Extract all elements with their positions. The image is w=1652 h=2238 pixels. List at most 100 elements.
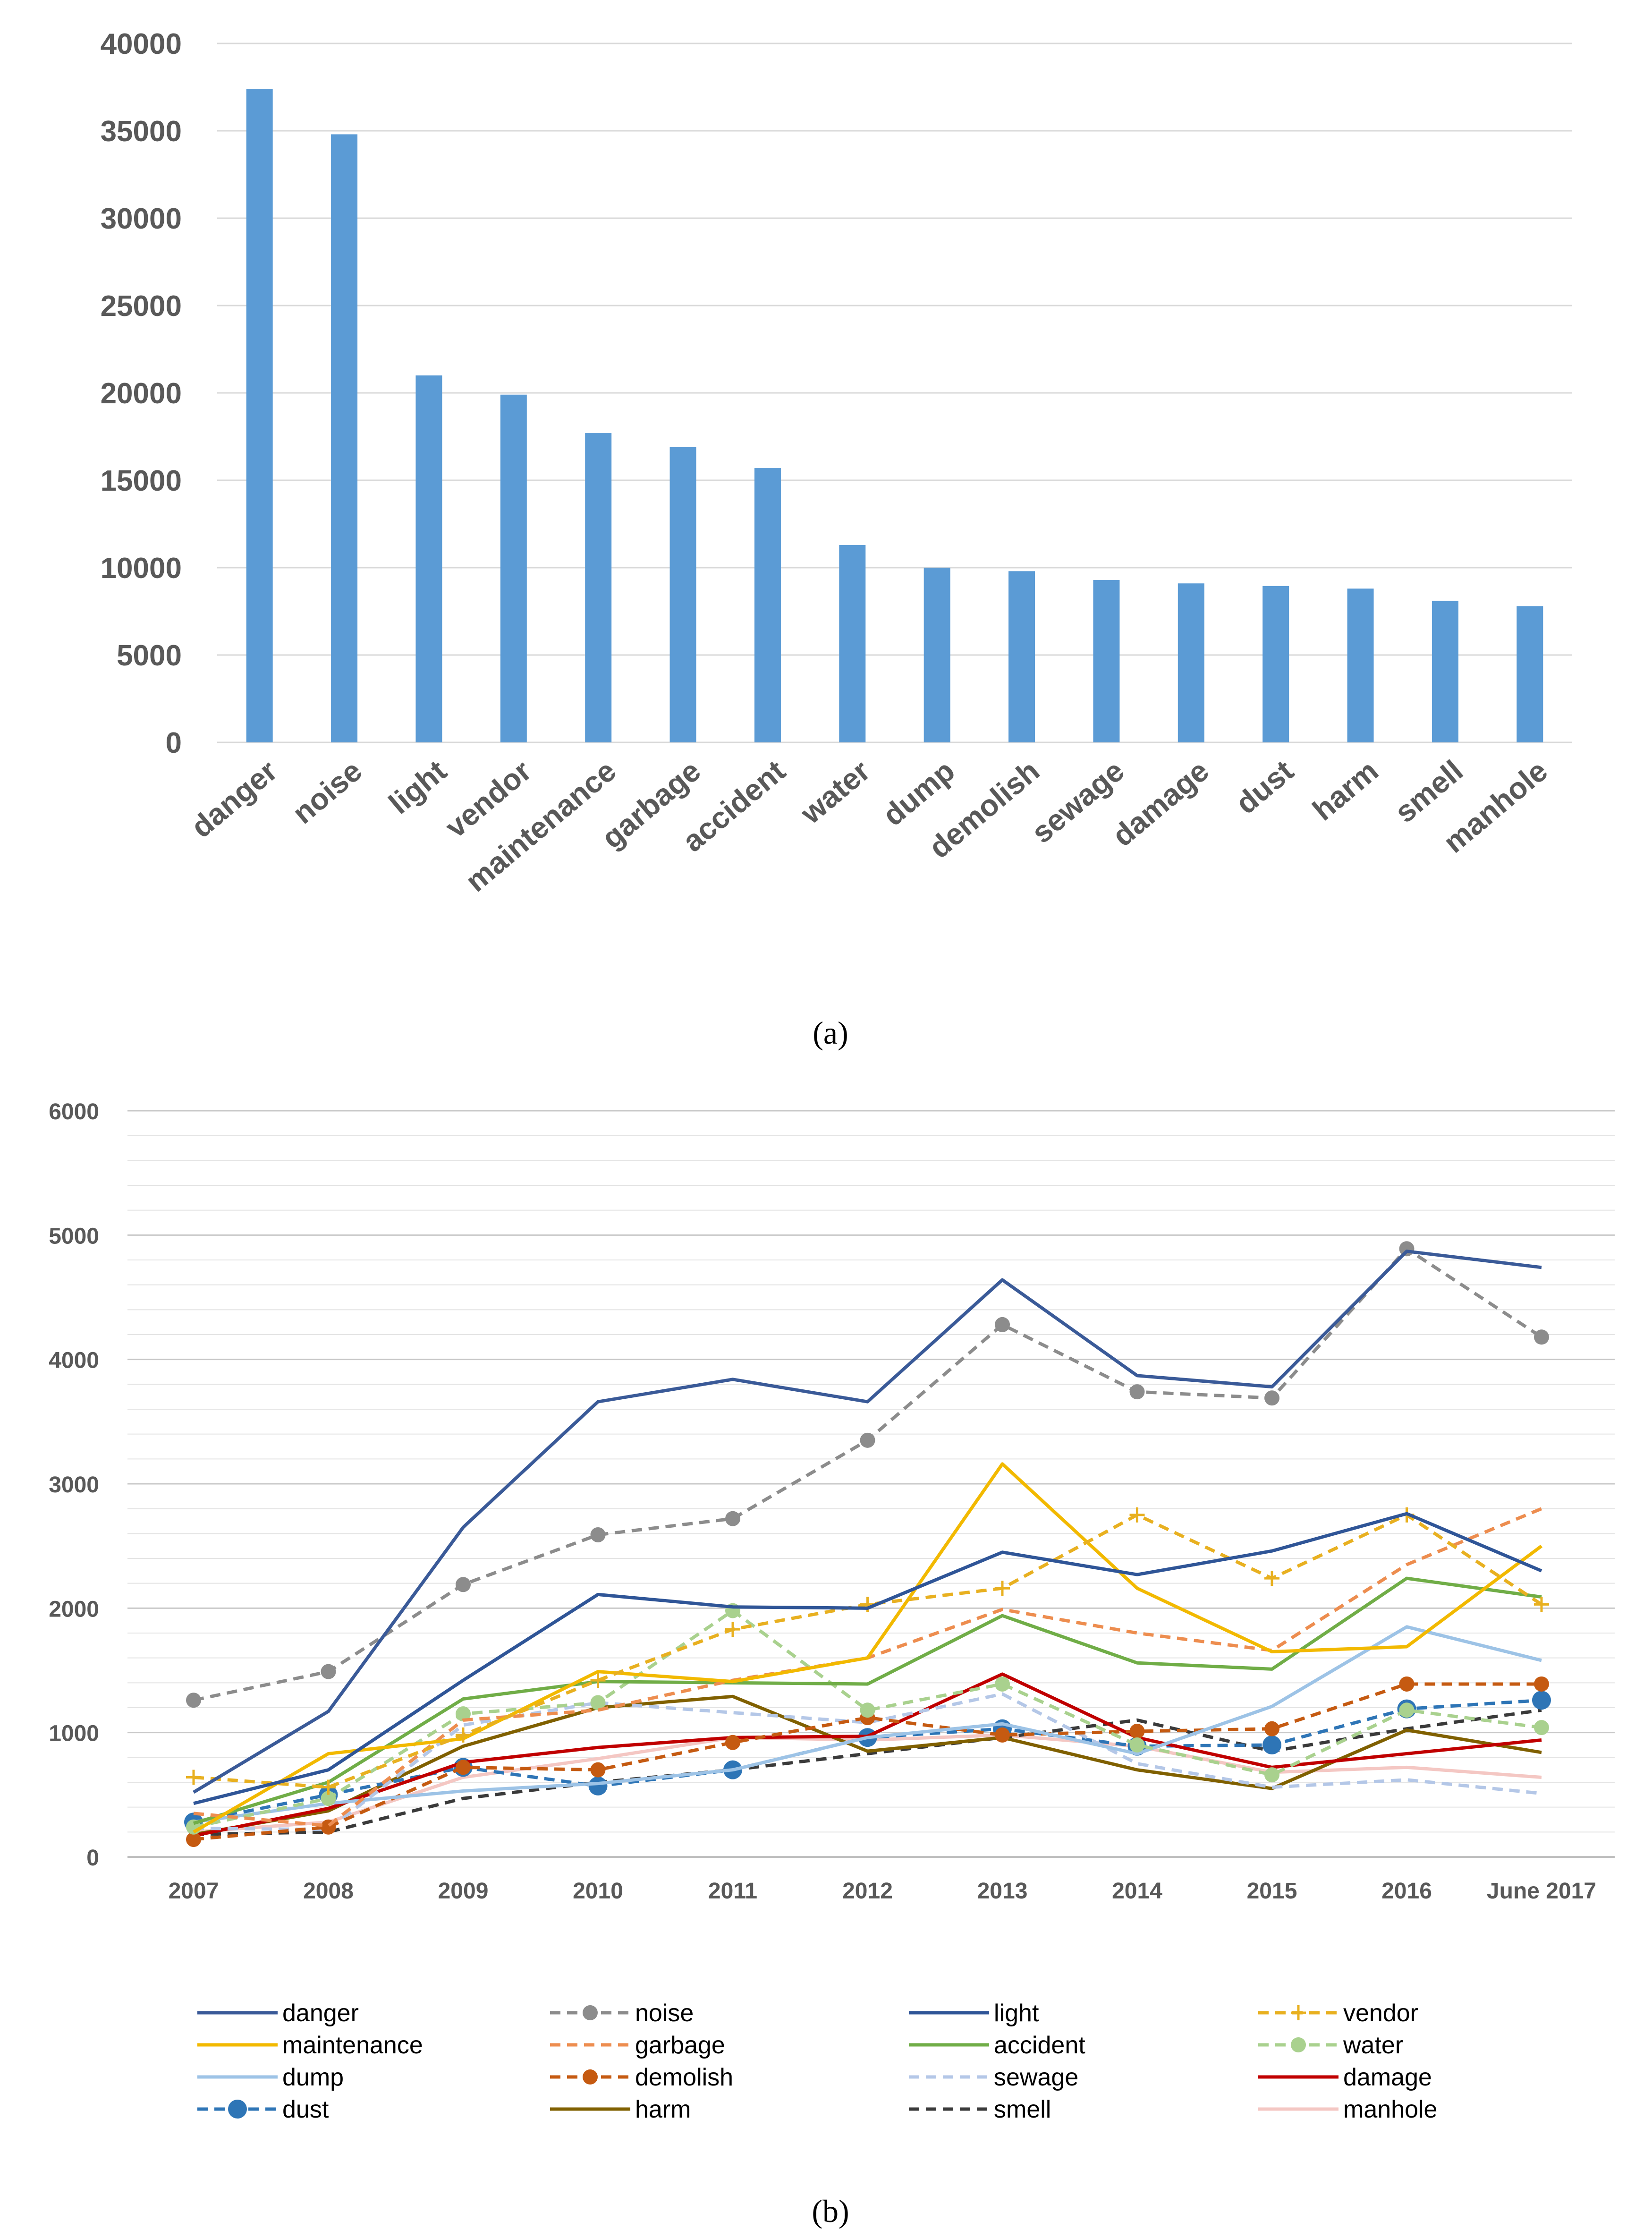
legend-label: garbage [635,2032,725,2059]
bar-noise [331,134,358,742]
data-point [1399,1241,1415,1257]
legend-item-smell: smell [909,2096,1051,2123]
legend-label: danger [282,2000,359,2027]
y-tick-label: 30000 [101,203,182,235]
x-tick-label: dust [1229,754,1300,821]
data-point [1399,1702,1415,1718]
data-point [1264,1571,1279,1586]
data-point [186,1693,201,1708]
line-chart-series [184,1241,1551,1847]
data-point [321,1664,336,1679]
data-point [1262,1736,1281,1754]
line-demolish [193,1682,1542,1841]
bar-dust [1262,586,1289,742]
x-tick-label: danger [185,754,284,844]
x-tick-label: 2010 [573,1879,623,1904]
x-tick-label: damage [1106,754,1215,853]
data-point [1129,1724,1145,1739]
legend-item-dust: dust [197,2096,329,2123]
data-point [995,1581,1010,1596]
data-point [590,1527,606,1542]
legend-item-vendor: vendor [1258,2000,1418,2027]
series-demolish [186,1676,1549,1847]
legend-item-danger: danger [197,2000,359,2027]
series-harm [193,1694,1542,1837]
caption-a: (a) [813,1015,848,1051]
data-point [1534,1597,1549,1612]
line-smell [193,1708,1542,1837]
legend-item-damage: damage [1258,2064,1432,2091]
x-tick-label: 2012 [842,1879,893,1904]
data-point [725,1622,740,1637]
y-tick-label: 35000 [101,115,182,148]
legend-label: noise [635,2000,694,2027]
line-accident [193,1576,1542,1825]
x-tick-label: 2011 [708,1879,757,1904]
legend-label: water [1343,2032,1403,2059]
legend-item-noise: noise [550,2000,694,2027]
data-point [228,2100,247,2119]
x-tick-label: 2009 [438,1879,489,1904]
data-point [1534,1720,1549,1736]
legend-label: smell [994,2096,1051,2123]
data-point [1399,1676,1415,1692]
legend-item-maintenance: maintenance [197,2032,423,2059]
legend-item-demolish: demolish [550,2064,733,2091]
data-point [456,1577,471,1592]
caption-b: (b) [812,2193,849,2229]
x-tick-label: 2016 [1381,1879,1432,1904]
x-tick-label: 2014 [1112,1879,1162,1904]
legend-item-light: light [909,2000,1039,2027]
x-tick-label: water [794,754,876,831]
data-point [1129,1737,1145,1753]
data-point [995,1317,1010,1332]
legend-label: harm [635,2096,691,2123]
y-tick-label: 1000 [49,1721,99,1746]
y-tick-label: 6000 [49,1099,99,1124]
legend-label: sewage [994,2064,1078,2091]
bar-vendor [500,394,527,742]
data-point [590,1673,606,1688]
y-tick-label: 2000 [49,1597,99,1622]
y-tick-label: 40000 [101,28,182,60]
data-point [1129,1507,1145,1523]
series-danger [193,1250,1542,1794]
line-harm [193,1694,1542,1837]
line-chart-x-ticks: 2007 2008 2009 2010 2011 2012 2013 2014 2015 2016… [169,1879,1596,1904]
bar-manhole [1516,606,1543,742]
series-smell [193,1708,1542,1837]
y-tick-label: 5000 [117,639,182,672]
data-point [1264,1721,1279,1736]
bar-chart-x-ticks: danger noise lightvendormaintenancegarbage… [185,754,1554,899]
y-tick-label: 0 [166,727,182,759]
legend-item-accident: accident [909,2032,1085,2059]
legend-label: accident [994,2032,1085,2059]
y-tick-label: 3000 [49,1472,99,1498]
data-point [1291,2037,1306,2052]
legend-item-garbage: garbage [550,2032,725,2059]
line-maintenance [193,1462,1543,1834]
data-point [590,1762,606,1778]
data-point [1534,1676,1549,1692]
data-point [583,2069,598,2085]
data-point [860,1702,875,1718]
y-tick-label: 4000 [49,1348,99,1373]
bar-sewage [1093,579,1120,742]
legend-label: dump [282,2064,344,2091]
data-point [725,1735,740,1750]
legend-item-water: water [1258,2032,1403,2059]
data-point [321,1791,336,1806]
y-tick-label: 0 [86,1846,99,1871]
bar-chart-bars [246,89,1543,743]
data-point [995,1676,1010,1692]
legend-label: light [994,2000,1039,2027]
bar-chart-y-ticks: 0 5000 10000 15000 20000 25000 30000 35000 40000 [101,28,182,759]
data-point [860,1432,875,1448]
series-maintenance [193,1462,1543,1834]
data-point [456,1727,471,1743]
y-tick-label: 5000 [49,1224,99,1249]
x-tick-label: noise [286,754,368,831]
line-chart-y-ticks: 0 1000 2000 3000 4000 5000 6000 [49,1099,99,1871]
line-danger [193,1250,1542,1794]
data-point [583,2005,598,2020]
